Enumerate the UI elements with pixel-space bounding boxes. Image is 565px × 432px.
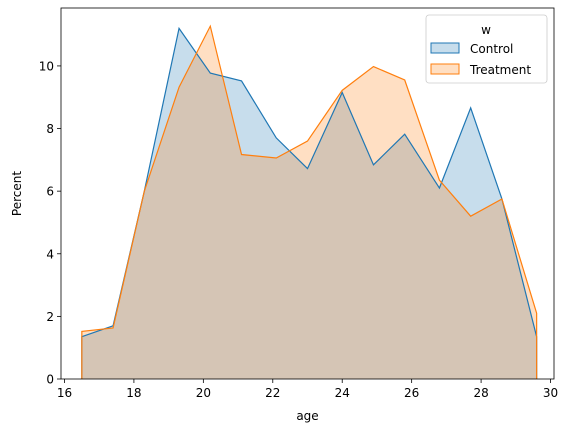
axes-frame xyxy=(60,7,555,380)
y-tick-label: 2 xyxy=(46,310,54,324)
y-tick-label: 8 xyxy=(46,122,54,136)
x-tick-label: 30 xyxy=(543,386,558,400)
y-tick-label: 4 xyxy=(46,247,54,261)
legend-items: Control Treatment xyxy=(430,42,531,77)
legend-label-treatment: Treatment xyxy=(469,63,531,77)
legend: w Control Treatment xyxy=(425,14,548,84)
legend-title: w xyxy=(481,23,491,37)
x-tick-label: 24 xyxy=(335,386,350,400)
y-tick-label: 10 xyxy=(39,59,54,73)
x-tick-label: 18 xyxy=(126,386,141,400)
y-tick-label: 0 xyxy=(46,373,54,387)
area-fill-treatment xyxy=(81,26,537,379)
x-tick-label: 26 xyxy=(404,386,419,400)
y-axis-ticks: 0 2 4 6 8 10 xyxy=(39,59,61,387)
x-tick-label: 22 xyxy=(265,386,280,400)
plot-fills xyxy=(81,26,537,379)
x-tick-label: 16 xyxy=(57,386,72,400)
y-tick-label: 6 xyxy=(46,185,54,199)
x-tick-label: 28 xyxy=(473,386,488,400)
legend-label-control: Control xyxy=(470,42,513,56)
y-axis-label: Percent xyxy=(10,171,24,216)
plot-lines xyxy=(81,24,538,379)
x-tick-label: 20 xyxy=(196,386,211,400)
legend-swatch-treatment xyxy=(430,63,460,75)
x-axis-ticks: 16 18 20 22 24 26 28 30 xyxy=(57,379,558,400)
area-fill-control xyxy=(81,28,537,379)
legend-swatch-control xyxy=(430,42,460,54)
x-axis-label: age xyxy=(296,409,318,423)
area-line-treatment xyxy=(81,24,538,379)
legend-frame xyxy=(425,14,548,84)
